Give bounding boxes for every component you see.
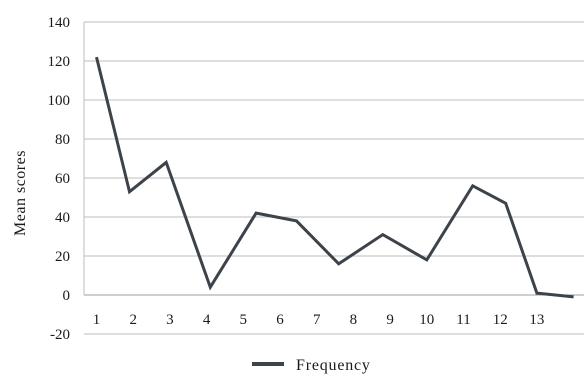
x-tick-label: 9 <box>386 312 394 328</box>
x-tick-label: 7 <box>313 312 321 328</box>
legend: Frequency <box>252 357 371 374</box>
y-tick-label: -20 <box>50 327 70 343</box>
series-lines <box>95 56 574 299</box>
y-tick-label: 20 <box>55 249 70 265</box>
x-tick-label: 13 <box>529 312 544 328</box>
y-tick-label: 40 <box>55 210 70 226</box>
series-line-frequency <box>95 56 574 299</box>
x-tick-label: 1 <box>93 312 101 328</box>
y-tick-labels: -20 0 20 40 60 80 100 120 140 <box>48 15 71 343</box>
legend-label: Frequency <box>296 357 371 374</box>
gridlines <box>84 21 584 335</box>
y-tick-label: 100 <box>48 93 71 109</box>
x-tick-label: 2 <box>129 312 137 328</box>
x-tick-labels: 1 2 3 4 5 6 7 8 9 10 11 12 13 <box>93 312 545 328</box>
y-tick-label: 80 <box>55 132 70 148</box>
x-tick-label: 12 <box>493 312 508 328</box>
x-tick-label: 6 <box>276 312 284 328</box>
y-tick-label: 0 <box>63 288 71 304</box>
x-tick-label: 10 <box>419 312 434 328</box>
y-axis-label: Mean scores <box>12 150 29 236</box>
y-tick-label: 120 <box>48 54 71 70</box>
y-tick-label: 60 <box>55 171 70 187</box>
x-tick-label: 3 <box>166 312 174 328</box>
y-tick-label: 140 <box>48 15 71 31</box>
x-tick-label: 11 <box>456 312 470 328</box>
x-tick-label: 5 <box>240 312 248 328</box>
x-tick-label: 8 <box>350 312 358 328</box>
x-tick-label: 4 <box>203 312 211 328</box>
